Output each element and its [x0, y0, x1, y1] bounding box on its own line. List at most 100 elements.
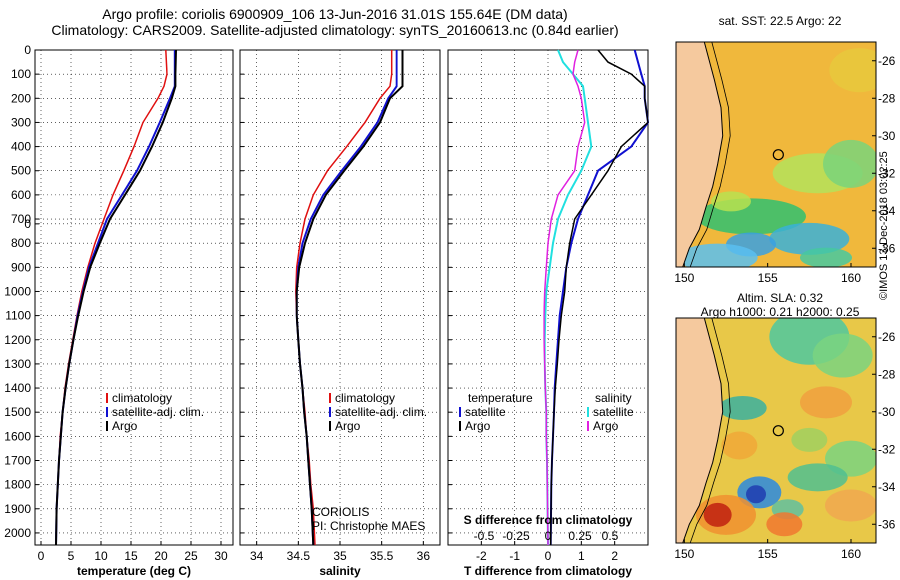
- s-diff-tick-label: 0.25: [568, 529, 592, 543]
- x-tick-label: -1: [509, 549, 520, 563]
- temperature-panel: 0100200300400500600700080090010001100120…: [4, 43, 234, 578]
- legend-label: satellite: [593, 405, 634, 419]
- figure-title-line2: Climatology: CARS2009. Satellite-adjuste…: [51, 22, 619, 38]
- map-anomaly-patch: [703, 502, 732, 527]
- x-tick-label: 30: [214, 549, 228, 563]
- depth-tick-label: 0: [24, 217, 31, 231]
- depth-tick-label: 1700: [4, 453, 31, 467]
- lat-tick-label: -36: [878, 517, 896, 531]
- sla-map-title-line1: Altim. SLA: 0.32: [736, 291, 824, 305]
- x-tick-label: 5: [68, 549, 75, 563]
- depth-tick-label: 0: [24, 43, 31, 57]
- depth-tick-label: 1900: [4, 502, 31, 516]
- map-anomaly-patch: [812, 333, 873, 378]
- legend-label: Argo: [465, 419, 491, 433]
- map-anomaly-patch: [823, 139, 876, 188]
- legend-label: Argo: [112, 419, 138, 433]
- lat-tick-label: -30: [878, 129, 896, 143]
- depth-tick-label: 700: [11, 212, 31, 226]
- isobath-line: [689, 42, 731, 267]
- x-tick-label: -2: [476, 549, 487, 563]
- depth-tick-label: 1200: [4, 333, 31, 347]
- map-anomaly-patch: [829, 48, 876, 93]
- map-anomaly-patch: [746, 485, 766, 504]
- x-tick-label: 25: [184, 549, 198, 563]
- depth-tick-label: 1600: [4, 429, 31, 443]
- x-axis-label: T difference from climatology: [464, 564, 632, 578]
- x-tick-label: 0: [545, 549, 552, 563]
- depth-tick-label: 1000: [4, 284, 31, 298]
- depth-tick-label: 1300: [4, 357, 31, 371]
- lat-tick-label: -32: [878, 166, 896, 180]
- lat-tick-label: -34: [878, 480, 896, 494]
- depth-tick-label: 1800: [4, 478, 31, 492]
- s-diff-tick-label: -0.25: [502, 529, 530, 543]
- depth-tick-label: 1100: [5, 309, 31, 323]
- depth-tick-label: 1500: [4, 405, 31, 419]
- x-tick-label: 20: [154, 549, 168, 563]
- depth-tick-label: 300: [11, 115, 31, 129]
- depth-tick-label: 600: [11, 188, 31, 202]
- figure-title-line1: Argo profile: coriolis 6900909_106 13-Ju…: [102, 6, 568, 22]
- s-diff-tick-label: -0.5: [474, 529, 495, 543]
- lat-tick-label: -26: [878, 330, 896, 344]
- argo-position-marker: [772, 425, 784, 437]
- series-line-temperature-argo: [551, 50, 648, 545]
- legend-label: climatology: [335, 391, 395, 405]
- series-line-argo: [297, 50, 403, 545]
- s-diff-axis-label: S difference from climatology: [464, 513, 633, 527]
- lat-tick-label: -26: [878, 54, 896, 68]
- map-anomaly-patch: [711, 191, 751, 212]
- legend-label: satellite-adj. clim.: [335, 405, 427, 419]
- lat-tick-label: -28: [878, 91, 896, 105]
- land-mass: [676, 318, 724, 543]
- lon-tick-label: 160: [841, 271, 861, 285]
- legend-label: satellite: [465, 405, 506, 419]
- sst-map-panel: 150 155 160 -26 -28 -30 -32 -34 -36: [674, 41, 896, 285]
- map-anomaly-patch: [787, 463, 848, 492]
- lat-tick-label: -30: [878, 405, 896, 419]
- x-tick-label: 35: [333, 549, 347, 563]
- map-anomaly-patch: [800, 386, 852, 419]
- plot-frame: [34, 49, 234, 546]
- map-anomaly-patch: [769, 222, 850, 255]
- land-mass: [676, 42, 724, 267]
- depth-tick-label: 200: [11, 91, 31, 105]
- x-tick-label: 36: [417, 549, 431, 563]
- x-tick-label: 0: [38, 549, 45, 563]
- map-anomaly-patch: [800, 247, 852, 267]
- x-tick-label: 34: [250, 549, 264, 563]
- map-anomaly-patch: [766, 512, 803, 537]
- map-anomaly-patch: [791, 427, 828, 452]
- map-frame: [675, 317, 877, 544]
- sla-map-panel: 150 155 160 -26 -28 -30 -32 -34 -36: [674, 317, 896, 561]
- depth-tick-label: 500: [11, 164, 31, 178]
- map-anomaly-patch: [825, 489, 876, 522]
- map-anomaly-patch: [721, 431, 758, 460]
- series-line-argo: [56, 50, 176, 545]
- lat-tick-label: -32: [878, 442, 896, 456]
- x-tick-label: 2: [611, 549, 618, 563]
- map-anomaly-patch: [677, 243, 758, 267]
- x-tick-label: 1: [578, 549, 585, 563]
- difference-panel: -2 -1 0 1 2T difference from climatology: [447, 49, 648, 578]
- lon-tick-label: 160: [841, 547, 861, 561]
- lon-tick-label: 150: [674, 547, 694, 561]
- lon-tick-label: 150: [674, 271, 694, 285]
- argo-position-marker: [772, 149, 784, 161]
- x-tick-label: 10: [94, 549, 108, 563]
- series-line-salinity-argo: [544, 50, 585, 545]
- depth-tick-label: 800: [11, 236, 31, 250]
- salinity-panel: 34 34.5 35 35.5 36 salinity: [239, 49, 441, 578]
- x-axis-label: temperature (deg C): [77, 564, 191, 578]
- depth-tick-label: 1400: [4, 381, 31, 395]
- map-frame: [675, 41, 877, 268]
- depth-tick-label: 100: [11, 67, 31, 81]
- s-diff-tick-label: 0: [545, 529, 552, 543]
- credit-line1: CORIOLIS: [312, 505, 369, 519]
- legend-label: Argo: [593, 419, 619, 433]
- lat-tick-label: -28: [878, 367, 896, 381]
- legend-label: climatology: [112, 391, 172, 405]
- s-diff-tick-label: 0.5: [602, 529, 619, 543]
